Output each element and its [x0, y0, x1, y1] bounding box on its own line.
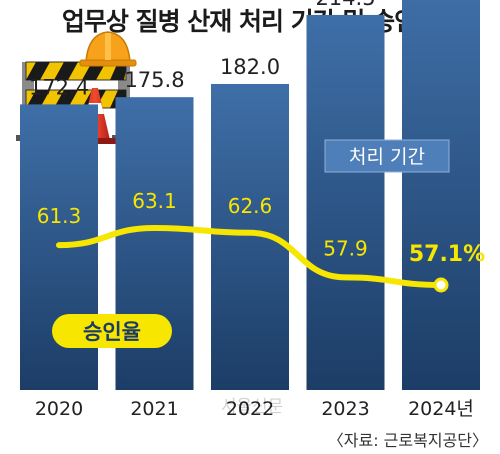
bar-value-label: 175.8: [124, 68, 184, 92]
legend-line-box: [52, 314, 172, 348]
bar-2023: [306, 14, 385, 390]
x-tick-label: 2021: [130, 398, 178, 420]
bar-value-label: 214.5: [315, 0, 375, 10]
x-tick-label: 2023: [321, 398, 369, 420]
line-value-label: 62.6: [228, 194, 273, 218]
x-tick-label: 2020: [35, 398, 83, 420]
legend-line-label: 승인율: [83, 320, 141, 344]
watermark: 서울신문: [221, 397, 284, 417]
approval-rate-line: [56, 224, 444, 288]
bar-2024: [402, 0, 480, 390]
x-tick-label: 2024년: [408, 398, 474, 420]
hard-hat-icon: [79, 31, 137, 67]
line-value-label: 57.1%: [409, 242, 485, 267]
source-note: 〈자료: 근로복지공단〉: [327, 431, 488, 450]
line-value-label: 61.3: [37, 204, 82, 228]
legend-bar-box: [324, 139, 450, 173]
line-value-label: 57.9: [323, 236, 368, 260]
line-end-point: [433, 277, 449, 293]
x-tick-label: 2022: [226, 398, 274, 420]
line-unit-label: %: [463, 242, 485, 267]
legend-bar-label: 처리 기간: [349, 146, 425, 168]
bar-value-label: 172.4: [29, 75, 89, 99]
line-series: [56, 224, 449, 293]
bar-value-label: 182.0: [220, 55, 280, 79]
line-value-label: 63.1: [132, 189, 177, 213]
